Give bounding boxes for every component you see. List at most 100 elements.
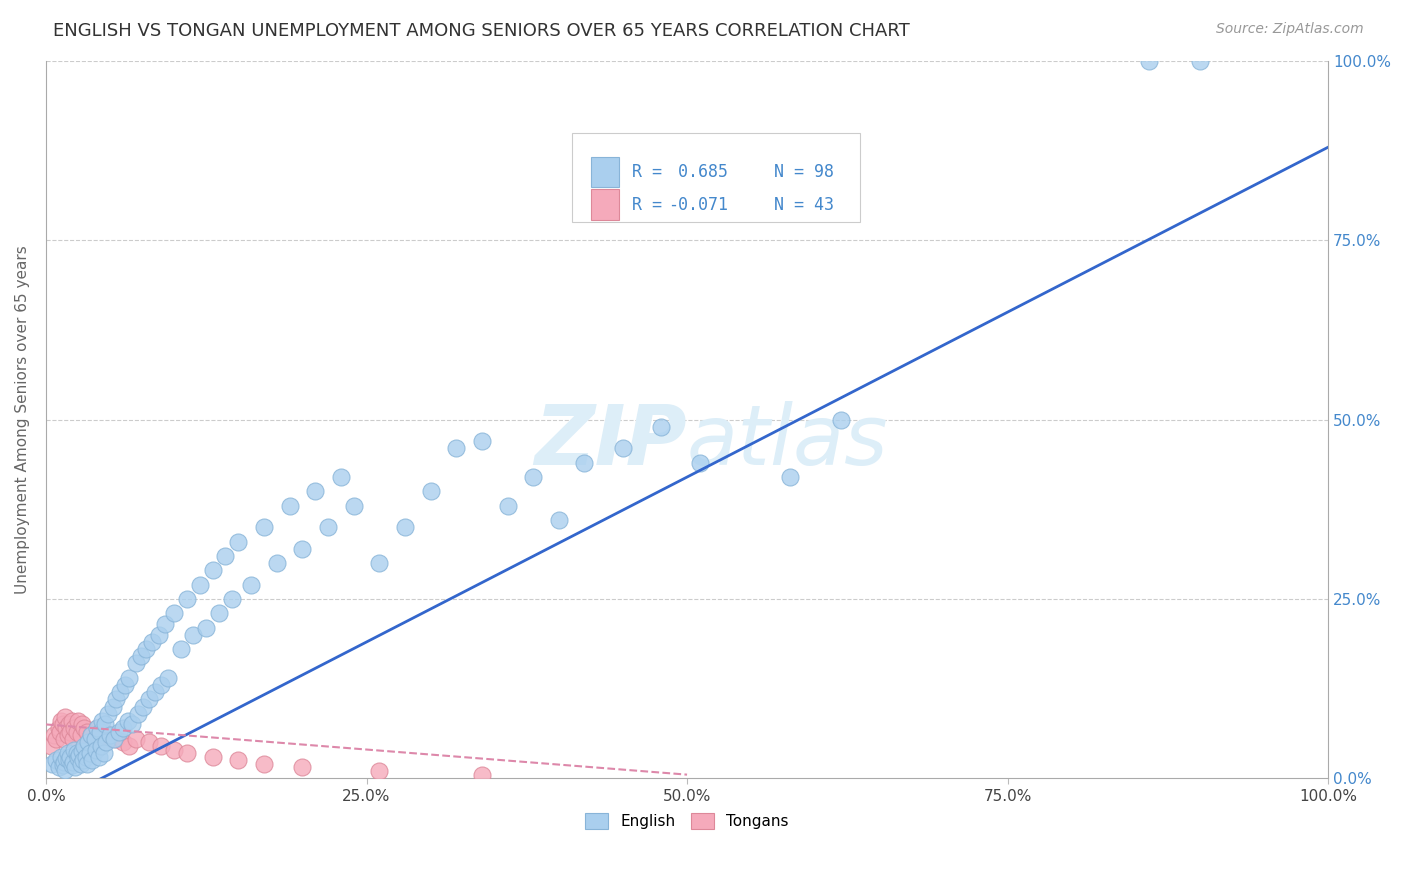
Point xyxy=(148,628,170,642)
Point xyxy=(111,735,134,749)
Point xyxy=(129,649,152,664)
Point xyxy=(67,748,90,763)
Point xyxy=(266,556,288,570)
Point xyxy=(471,434,494,449)
Point xyxy=(86,721,108,735)
Point xyxy=(69,728,91,742)
Point xyxy=(87,749,110,764)
Point xyxy=(73,721,96,735)
Point xyxy=(49,724,72,739)
Point xyxy=(70,717,93,731)
Legend: English, Tongans: English, Tongans xyxy=(579,807,794,835)
Text: Source: ZipAtlas.com: Source: ZipAtlas.com xyxy=(1216,22,1364,37)
Point xyxy=(138,735,160,749)
Point xyxy=(96,735,118,749)
Text: R =: R = xyxy=(631,195,672,213)
Point xyxy=(62,731,84,746)
Point xyxy=(125,731,148,746)
Point xyxy=(75,749,97,764)
Point xyxy=(150,678,173,692)
Point xyxy=(394,520,416,534)
Point xyxy=(135,642,157,657)
Point xyxy=(76,756,98,771)
Point xyxy=(779,470,801,484)
Point xyxy=(91,714,114,728)
Point xyxy=(52,731,75,746)
Point xyxy=(253,756,276,771)
Point xyxy=(650,420,672,434)
Point xyxy=(98,728,121,742)
Point xyxy=(56,728,79,742)
Point xyxy=(56,746,79,760)
Point xyxy=(58,753,80,767)
Point xyxy=(195,621,218,635)
Point xyxy=(53,710,76,724)
Point xyxy=(66,751,89,765)
Point xyxy=(51,749,73,764)
Point xyxy=(73,739,96,753)
Point xyxy=(52,758,75,772)
Point xyxy=(278,499,301,513)
Point xyxy=(329,470,352,484)
Point xyxy=(105,692,128,706)
Point xyxy=(214,549,236,563)
Point xyxy=(80,728,103,742)
Point xyxy=(1137,54,1160,69)
Text: N = 43: N = 43 xyxy=(754,195,834,213)
FancyBboxPatch shape xyxy=(572,133,860,222)
Point xyxy=(69,756,91,771)
Point xyxy=(291,760,314,774)
Point xyxy=(103,731,125,746)
Point xyxy=(208,607,231,621)
Point xyxy=(132,699,155,714)
Point xyxy=(60,758,83,772)
Point xyxy=(96,731,118,746)
Bar xyxy=(591,189,619,219)
Point xyxy=(51,714,73,728)
Point xyxy=(118,739,141,753)
Point xyxy=(343,499,366,513)
Text: atlas: atlas xyxy=(688,401,889,482)
Point xyxy=(93,746,115,760)
Point xyxy=(55,721,77,735)
Point xyxy=(59,724,82,739)
Point xyxy=(65,760,87,774)
Point xyxy=(80,728,103,742)
Point xyxy=(45,753,67,767)
Point xyxy=(118,671,141,685)
Point xyxy=(574,456,596,470)
Point xyxy=(117,714,139,728)
Point xyxy=(830,412,852,426)
Point xyxy=(96,706,118,721)
Text: R =: R = xyxy=(631,163,672,181)
Point xyxy=(58,717,80,731)
Point xyxy=(419,484,441,499)
Point xyxy=(62,756,84,770)
Point xyxy=(42,728,65,742)
Point xyxy=(304,484,326,499)
Point xyxy=(201,749,224,764)
Text: ZIP: ZIP xyxy=(534,401,688,482)
Point xyxy=(48,721,70,735)
Point xyxy=(52,756,75,770)
Point xyxy=(156,671,179,685)
Point xyxy=(689,456,711,470)
Point xyxy=(368,556,391,570)
Text: -0.071: -0.071 xyxy=(668,195,728,213)
Point xyxy=(98,728,121,742)
Point xyxy=(446,442,468,456)
Point xyxy=(63,721,86,735)
Point xyxy=(89,724,111,739)
Point xyxy=(163,607,186,621)
Y-axis label: Unemployment Among Seniors over 65 years: Unemployment Among Seniors over 65 years xyxy=(15,245,30,594)
Point xyxy=(66,714,89,728)
Point xyxy=(522,470,544,484)
Text: 0.685: 0.685 xyxy=(668,163,728,181)
Point xyxy=(63,742,86,756)
Point xyxy=(76,724,98,739)
Point xyxy=(66,746,89,760)
Point xyxy=(183,628,205,642)
Text: N = 98: N = 98 xyxy=(754,163,834,181)
Point xyxy=(66,724,89,739)
Point xyxy=(83,731,105,746)
